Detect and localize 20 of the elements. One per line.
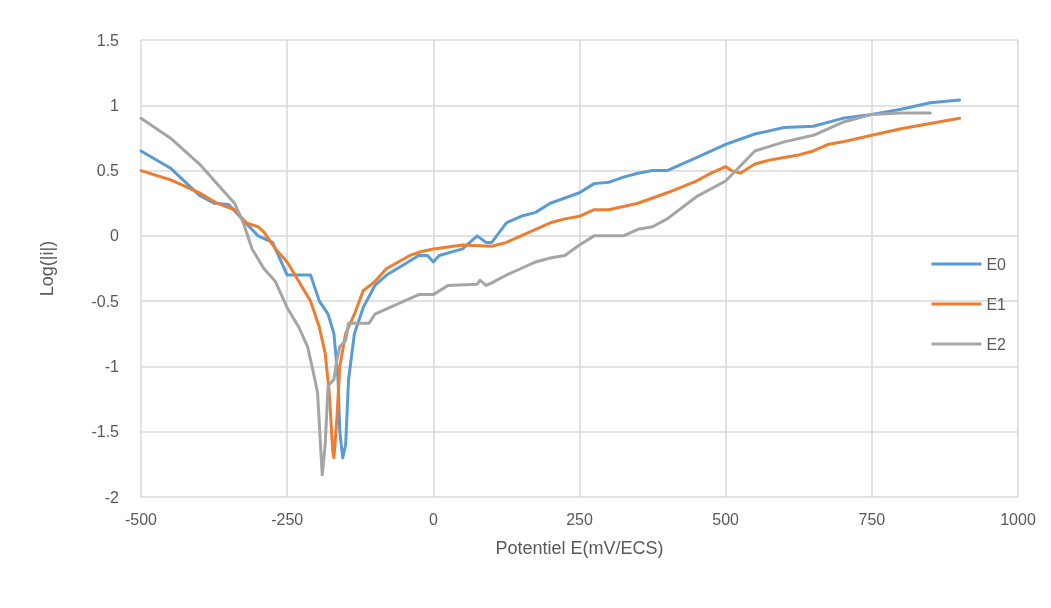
x-tick-label: 250 <box>566 510 593 528</box>
x-tick-label: 500 <box>712 510 740 528</box>
y-tick-label: 1.5 <box>96 31 120 49</box>
x-tick-label: 750 <box>858 510 886 528</box>
legend-label: E1 <box>986 295 1007 313</box>
y-tick-label: 0 <box>110 227 120 245</box>
x-tick-label: 1000 <box>1000 510 1036 528</box>
y-tick-label: -0.5 <box>91 292 120 310</box>
y-tick-label: -1.5 <box>91 423 120 441</box>
legend-label: E0 <box>986 255 1007 273</box>
y-tick-label: 1 <box>110 96 120 114</box>
x-tick-label: 0 <box>428 510 438 528</box>
legend-label: E2 <box>986 335 1007 353</box>
y-tick-label: 0.5 <box>96 162 120 180</box>
x-axis-title: Potentiel E(mV/ECS) <box>495 538 664 558</box>
x-tick-label: -500 <box>124 510 158 528</box>
x-tick-label: -250 <box>271 510 304 528</box>
y-axis-title: Log(|i|) <box>37 240 57 297</box>
y-tick-label: -2 <box>104 488 120 506</box>
y-tick-label: -1 <box>104 357 120 375</box>
